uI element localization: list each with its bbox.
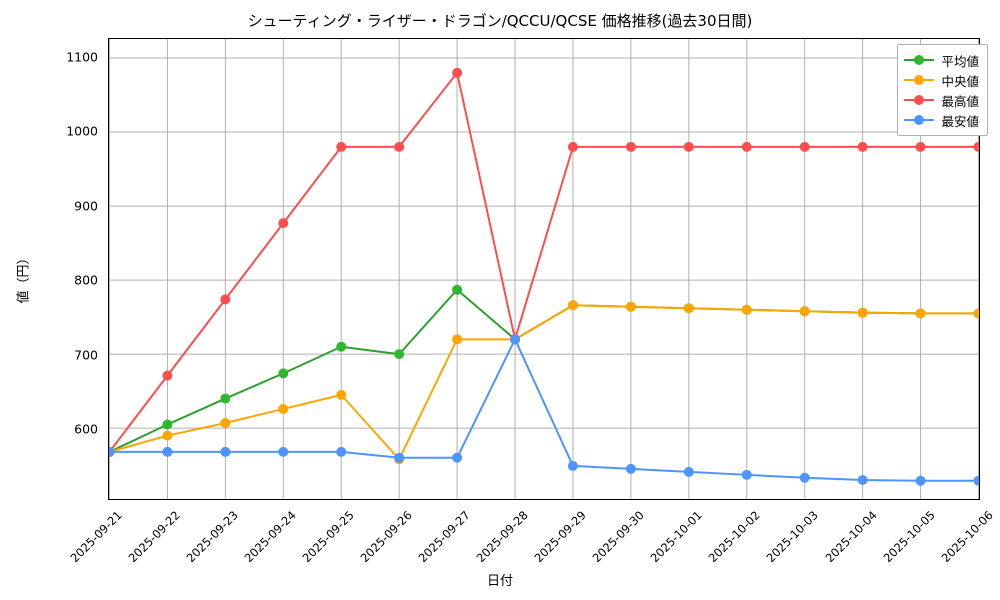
chart-title: シューティング・ライザー・ドラゴン/QCCU/QCSE 価格推移(過去30日間) <box>247 12 753 30</box>
series-marker <box>741 141 752 152</box>
y-tick-label: 700 <box>74 347 98 362</box>
series-marker <box>394 349 405 360</box>
y-tick-label: 1100 <box>66 49 98 65</box>
series-marker <box>683 303 694 314</box>
x-tick-label: 2025-09-21 <box>67 508 125 566</box>
series-marker <box>973 141 979 152</box>
x-axis-label: 日付 <box>486 574 513 589</box>
y-tick-label: 800 <box>74 272 98 288</box>
series-marker <box>336 389 347 400</box>
legend-label: 中央値 <box>941 73 979 89</box>
legend-label: 最安値 <box>941 113 979 129</box>
x-tick-label: 2025-10-02 <box>705 508 764 566</box>
series-marker <box>973 308 979 319</box>
x-tick-label: 2025-09-24 <box>241 508 299 566</box>
x-tick-label: 2025-09-22 <box>125 508 183 566</box>
y-tick-label: 900 <box>74 198 98 214</box>
plot-area <box>108 38 980 500</box>
series-marker <box>799 141 810 152</box>
x-tick-label: 2025-09-23 <box>183 508 241 566</box>
x-tick-label: 2025-10-05 <box>880 508 938 566</box>
series-marker <box>278 403 289 414</box>
series-marker <box>683 466 694 477</box>
series-marker <box>278 446 289 457</box>
series-marker <box>452 67 463 78</box>
chart-legend: 平均値中央値最高値最安値 <box>897 44 988 136</box>
legend-swatch-icon <box>904 94 935 106</box>
series-marker <box>336 446 347 457</box>
series-marker <box>915 308 926 319</box>
series-marker <box>567 141 578 152</box>
series-marker <box>452 334 463 345</box>
y-tick-label: 600 <box>74 421 98 437</box>
series-marker <box>857 307 868 318</box>
legend-label: 平均値 <box>941 53 979 69</box>
series-marker <box>799 472 810 483</box>
x-tick-label: 2025-09-29 <box>531 508 589 566</box>
x-tick-label: 2025-09-27 <box>415 508 473 566</box>
series-marker <box>394 141 405 152</box>
series-marker <box>915 141 926 152</box>
series-marker <box>625 141 636 152</box>
series-marker <box>625 463 636 474</box>
series-marker <box>452 452 463 463</box>
series-line <box>109 288 979 453</box>
series-marker <box>510 334 521 345</box>
x-tick-label: 2025-09-28 <box>473 508 531 566</box>
series-marker <box>336 141 347 152</box>
series-marker <box>452 284 463 295</box>
x-tick-label: 2025-09-25 <box>299 508 357 566</box>
legend-swatch-icon <box>904 114 935 126</box>
series-marker <box>162 370 173 381</box>
x-tick-label: 2025-10-04 <box>822 508 880 566</box>
series-marker <box>857 475 868 485</box>
series-marker <box>567 300 578 311</box>
series-line <box>109 304 979 461</box>
series-marker <box>220 393 231 404</box>
legend-item[interactable]: 最安値 <box>904 110 979 130</box>
series-marker <box>220 294 231 305</box>
series-marker <box>162 430 173 441</box>
legend-item[interactable]: 中央値 <box>904 70 979 90</box>
series-marker <box>394 452 405 463</box>
legend-item[interactable]: 最高値 <box>904 90 979 110</box>
plot-svg <box>109 39 979 499</box>
legend-item[interactable]: 平均値 <box>904 50 979 70</box>
series-marker <box>567 460 578 471</box>
legend-swatch-icon <box>904 74 935 86</box>
x-tick-label: 2025-09-26 <box>357 508 415 566</box>
legend-swatch-icon <box>904 54 935 66</box>
series-marker <box>162 446 173 457</box>
y-tick-label: 1000 <box>66 123 98 139</box>
x-tick-label: 2025-10-01 <box>647 508 706 566</box>
series-marker <box>220 446 231 457</box>
series-marker <box>625 301 636 312</box>
series-marker <box>683 141 694 152</box>
series-line <box>109 338 979 482</box>
series-line <box>109 71 979 453</box>
series-marker <box>278 368 289 379</box>
x-tick-label: 2025-09-30 <box>589 508 647 566</box>
series-marker <box>336 341 347 352</box>
series-marker <box>220 418 231 428</box>
x-tick-label: 2025-10-03 <box>764 508 822 566</box>
series-marker <box>915 475 926 486</box>
series-marker <box>857 141 868 152</box>
series-marker <box>741 304 752 315</box>
series-marker <box>741 469 752 480</box>
legend-label: 最高値 <box>941 93 979 109</box>
series-marker <box>278 218 289 229</box>
series-marker <box>109 446 115 457</box>
series-marker <box>973 475 979 486</box>
series-marker <box>162 419 173 430</box>
x-tick-label: 2025-10-06 <box>938 508 996 566</box>
series-marker <box>799 306 810 317</box>
